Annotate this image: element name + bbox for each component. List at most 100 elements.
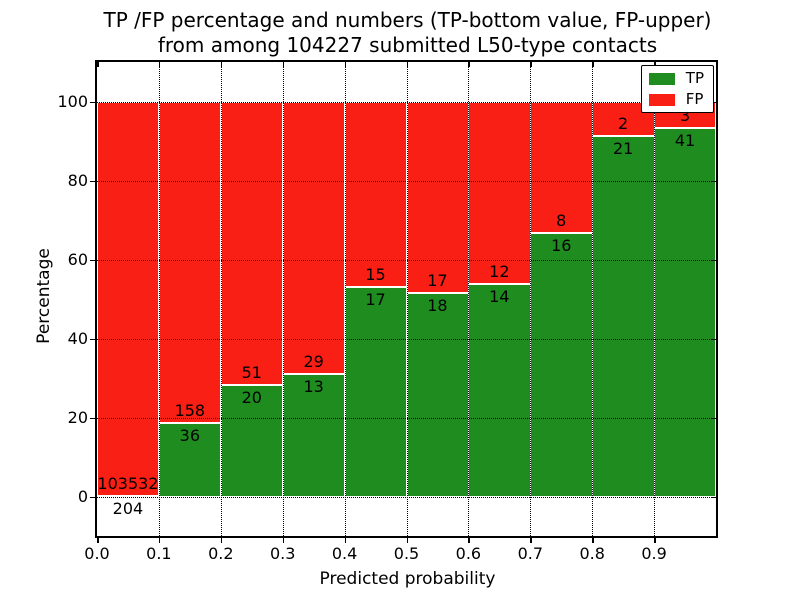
right-tick (711, 496, 716, 498)
plot-area: 103532 204 158 36 51 20 29 13 15 17 17 18 12 14 8 16 2 21… (95, 60, 718, 538)
x-axis-label: Predicted probability (319, 569, 496, 589)
x-axis-tick (97, 538, 99, 543)
tp-count-label: 13 (303, 377, 324, 397)
stacked-bar (97, 101, 160, 497)
x-axis-tick (592, 538, 594, 543)
vertical-gridline (406, 62, 408, 536)
fp-segment (469, 102, 530, 285)
horizontal-gridline (97, 338, 716, 340)
x-tick-label: 0.8 (579, 544, 605, 563)
horizontal-gridline (97, 496, 716, 498)
y-axis-tick (90, 101, 95, 103)
vertical-gridline (158, 62, 160, 536)
horizontal-gridline (97, 180, 716, 182)
top-tick (468, 62, 470, 67)
bars-layer (97, 62, 717, 536)
y-tick-label: 40 (67, 328, 88, 348)
right-tick (711, 338, 716, 340)
right-tick (711, 180, 716, 182)
top-tick (282, 62, 285, 67)
top-tick (654, 62, 656, 67)
grid-layer (97, 62, 716, 536)
fp-segment (283, 102, 345, 376)
top-tick (220, 62, 223, 67)
tp-count-label: 17 (365, 289, 386, 309)
fp-count-label: 51 (241, 363, 262, 383)
x-tick-label: 0.7 (517, 544, 544, 563)
x-tick-label: 0.3 (269, 544, 296, 563)
vertical-gridline (592, 62, 594, 536)
stacked-bar (344, 101, 407, 497)
legend-swatch-fp-icon (648, 93, 675, 106)
tp-count-label: 204 (112, 498, 144, 518)
top-tick (592, 62, 594, 67)
legend-label: FP (685, 90, 704, 108)
stacked-bar (592, 101, 655, 497)
top-tick (530, 62, 532, 67)
stacked-bar (220, 101, 284, 497)
fp-count-label: 103532 (97, 473, 159, 493)
y-tick-label: 100 (57, 91, 88, 111)
x-tick-label: 0.5 (393, 544, 420, 563)
vertical-gridline (282, 62, 284, 536)
vertical-gridline (468, 62, 470, 536)
legend-item-fp: FP (648, 90, 704, 108)
right-tick (711, 259, 716, 261)
fp-count-label: 17 (427, 271, 448, 291)
y-axis-tick (90, 180, 95, 182)
fp-segment (407, 102, 468, 295)
annotations-layer: 103532 204 158 36 51 20 29 13 15 17 17 18 12 14 8 16 2 21… (97, 62, 716, 536)
horizontal-gridline (97, 417, 716, 419)
x-tick-label: 0.2 (208, 544, 234, 563)
vertical-gridline (530, 62, 532, 536)
x-axis-tick (530, 538, 532, 543)
top-tick (97, 62, 99, 67)
chart-title: TP /FP percentage and numbers (TP-bottom… (95, 8, 720, 58)
legend-swatch-tp-icon (648, 72, 675, 85)
legend-label: TP (685, 69, 704, 87)
top-tick (344, 62, 347, 67)
fp-count-label: 12 (489, 261, 510, 281)
x-axis-tick (344, 538, 347, 543)
fp-segment (531, 102, 592, 235)
x-axis-tick (654, 538, 656, 543)
stacked-bar (158, 101, 222, 497)
fp-count-label: 2 (618, 113, 629, 133)
y-tick-label: 20 (67, 407, 88, 427)
x-axis-tick (468, 538, 470, 543)
fp-segment (345, 102, 406, 288)
tp-count-label: 20 (241, 388, 262, 408)
fp-count-label: 158 (174, 401, 206, 421)
top-tick (158, 62, 161, 67)
legend-item-tp: TP (648, 69, 704, 87)
vertical-gridline (344, 62, 346, 536)
stacked-bar (530, 101, 593, 497)
fp-segment (98, 102, 159, 497)
stacked-bar (282, 101, 346, 497)
y-axis-tick (90, 259, 95, 261)
x-tick-label: 0.9 (641, 544, 667, 563)
tp-count-label: 41 (674, 131, 696, 151)
fp-count-label: 29 (303, 352, 324, 372)
legend: TP FP (640, 65, 714, 113)
stacked-bar (468, 101, 531, 497)
x-axis-tick (406, 538, 408, 543)
x-tick-label: 0.0 (84, 544, 110, 563)
y-tick-label: 60 (67, 249, 88, 269)
fp-count-label: 3 (679, 106, 691, 126)
x-tick-label: 0.4 (331, 544, 358, 563)
x-tick-label: 0.6 (455, 544, 482, 563)
x-tick-label: 0.1 (146, 544, 172, 563)
top-tick (406, 62, 408, 67)
stacked-bar (654, 101, 717, 497)
y-axis-tick (90, 338, 95, 340)
chart-title-line2: from among 104227 submitted L50-type con… (157, 33, 658, 57)
tp-count-label: 18 (427, 296, 448, 316)
vertical-gridline (220, 62, 222, 536)
fp-segment (159, 102, 221, 425)
fp-count-label: 8 (556, 211, 567, 231)
x-axis-tick (158, 538, 161, 543)
y-axis-tick (90, 496, 95, 498)
x-axis-tick (220, 538, 223, 543)
